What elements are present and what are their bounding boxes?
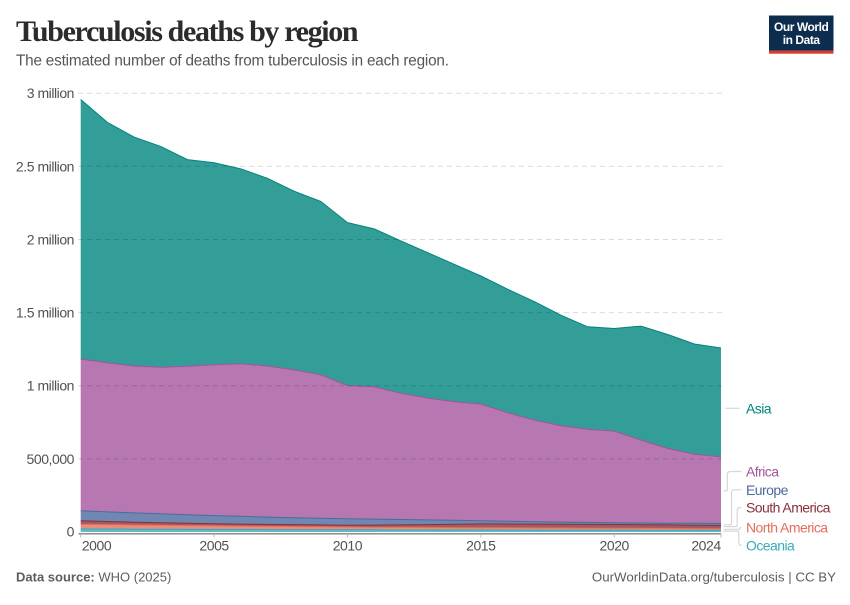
svg-text:Oceania: Oceania (746, 538, 795, 554)
svg-text:Asia: Asia (746, 400, 772, 416)
svg-text:South America: South America (746, 500, 831, 516)
svg-text:2024: 2024 (691, 538, 721, 554)
svg-text:1.5 million: 1.5 million (16, 305, 74, 321)
svg-text:The estimated number of deaths: The estimated number of deaths from tube… (16, 53, 449, 70)
svg-text:3 million: 3 million (27, 85, 74, 101)
svg-text:0: 0 (67, 524, 75, 540)
svg-text:2000: 2000 (82, 538, 112, 554)
svg-text:2015: 2015 (466, 538, 496, 554)
svg-text:500,000: 500,000 (27, 451, 75, 467)
svg-text:in Data: in Data (783, 33, 821, 47)
svg-text:OurWorldinData.org/tuberculosi: OurWorldinData.org/tuberculosis | CC BY (592, 570, 836, 585)
svg-text:North America: North America (746, 520, 828, 536)
svg-text:Africa: Africa (746, 464, 779, 480)
svg-text:2 million: 2 million (27, 232, 74, 248)
svg-text:2010: 2010 (333, 538, 363, 554)
svg-text:1 million: 1 million (27, 378, 74, 394)
svg-text:Tuberculosis deaths by region: Tuberculosis deaths by region (16, 15, 359, 48)
svg-text:2020: 2020 (600, 538, 630, 554)
svg-text:2005: 2005 (199, 538, 229, 554)
svg-text:2.5 million: 2.5 million (16, 158, 74, 174)
svg-text:Data source: WHO (2025): Data source: WHO (2025) (16, 570, 171, 585)
svg-text:Our World: Our World (774, 20, 829, 34)
svg-text:Europe: Europe (746, 482, 789, 498)
